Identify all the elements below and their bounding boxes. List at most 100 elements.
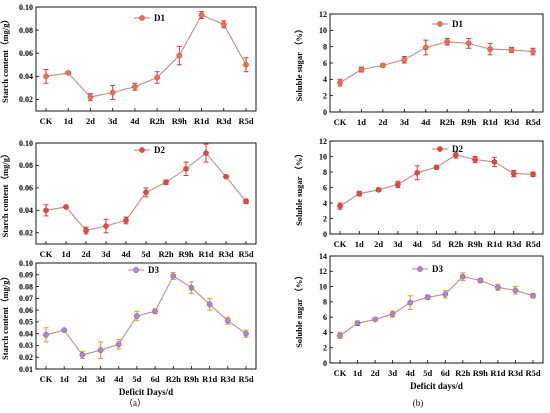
data-point xyxy=(176,52,183,59)
y-axis-label: Starch content（mg/g） xyxy=(0,150,10,238)
series-line xyxy=(45,14,247,98)
series-line xyxy=(339,275,534,336)
y-tick-label: 12 xyxy=(319,10,327,19)
data-point xyxy=(63,204,69,210)
y-tick-label: 0.10 xyxy=(19,139,33,148)
legend-marker xyxy=(437,146,443,152)
data-point xyxy=(433,164,440,171)
legend-label: D1 xyxy=(154,13,165,23)
x-tick-label: R5d xyxy=(525,117,540,127)
legend-marker xyxy=(417,266,423,272)
x-tick-label: 6d xyxy=(151,374,160,384)
y-tick-label: 4 xyxy=(323,75,327,84)
x-tick-label: 1d xyxy=(62,249,71,259)
x-tick-label: 3d xyxy=(108,116,117,126)
data-point xyxy=(510,170,517,177)
data-point xyxy=(188,284,195,291)
legend-marker xyxy=(139,15,145,21)
x-tick-label: 5d xyxy=(423,368,432,378)
x-tick-label: 2d xyxy=(378,117,387,127)
x-tick-label: 2d xyxy=(374,239,383,249)
data-point xyxy=(87,94,94,100)
data-point xyxy=(206,301,213,308)
x-tick-label: R2h xyxy=(455,368,470,378)
data-point xyxy=(134,313,140,319)
x-tick-label: CK xyxy=(334,368,347,378)
y-tick-label: 0.08 xyxy=(19,282,33,291)
y-tick-label: 0.10 xyxy=(19,259,33,268)
data-point xyxy=(442,291,449,298)
sublabel-right: (b) xyxy=(413,398,424,408)
y-axis-label: Soluble sugar （%） xyxy=(294,149,304,226)
data-point xyxy=(477,277,484,284)
data-point xyxy=(223,173,229,180)
x-tick-label: R2h xyxy=(150,116,165,126)
data-point xyxy=(472,156,478,163)
x-tick-label: R3d xyxy=(216,116,231,126)
y-tick-label: 4 xyxy=(323,199,327,208)
legend-label: D3 xyxy=(432,264,443,274)
y-axis-label: Soluble sugar （%） xyxy=(294,271,304,348)
y-tick-label: 12 xyxy=(319,267,327,276)
sublabel-left: （a） xyxy=(124,398,146,408)
y-tick-label: 0.02 xyxy=(19,353,33,362)
y-tick-label: 0.10 xyxy=(19,3,33,12)
data-point xyxy=(61,327,68,333)
y-tick-label: 8 xyxy=(323,42,327,51)
x-tick-label: R9h xyxy=(178,249,193,259)
y-tick-label: 8 xyxy=(323,168,327,177)
data-point xyxy=(372,316,378,323)
y-tick-label: 0.06 xyxy=(19,306,33,315)
x-tick-label: R2h xyxy=(158,249,173,259)
data-point xyxy=(459,273,466,280)
data-point xyxy=(115,341,122,348)
x-tick-label: 4d xyxy=(114,374,123,384)
y-axis-label: Starch content（mg/g） xyxy=(0,272,10,360)
y-tick-label: 4 xyxy=(323,328,327,337)
legend-label: D2 xyxy=(452,144,463,154)
y-tick-label: 0.09 xyxy=(19,271,33,280)
y-tick-label: 0.04 xyxy=(19,329,33,338)
x-tick-label: CK xyxy=(40,249,53,259)
plot-frame xyxy=(35,6,257,112)
x-tick-label: R1d xyxy=(202,374,217,384)
data-point xyxy=(163,179,169,186)
data-point xyxy=(109,89,116,96)
data-point xyxy=(243,61,249,68)
x-tick-label: R5d xyxy=(238,249,253,259)
x-tick-label: 2d xyxy=(371,368,380,378)
y-tick-label: 0.06 xyxy=(19,184,33,193)
legend-marker xyxy=(139,147,145,153)
legend-marker xyxy=(133,267,139,273)
x-tick-label: R1d xyxy=(198,249,213,259)
data-point xyxy=(243,198,249,205)
data-point xyxy=(337,203,343,209)
plot-frame xyxy=(329,140,544,235)
data-point xyxy=(103,223,109,229)
x-tick-label: 4d xyxy=(406,368,415,378)
y-tick-label: 0.06 xyxy=(19,49,33,58)
data-point xyxy=(414,169,421,176)
x-tick-label: R3d xyxy=(506,239,521,249)
chart-sugar-d2: 0 2 4 6 8 10 12 CK 1d 2d 3d 4d 5d R2h R9h R1d R3d R5d Solu… xyxy=(294,137,544,249)
y-tick-label: 0.08 xyxy=(19,26,33,35)
x-tick-label: 4d xyxy=(413,239,422,249)
data-point xyxy=(530,292,536,299)
data-point xyxy=(530,48,536,55)
legend: D2 xyxy=(432,144,463,154)
x-tick-label: 3d xyxy=(393,239,402,249)
data-point xyxy=(170,273,177,279)
x-tick-label: CK xyxy=(40,374,53,384)
y-tick-label: 0 xyxy=(323,230,327,239)
x-tick-label: 3d xyxy=(388,368,397,378)
data-point xyxy=(530,171,536,178)
series-line xyxy=(339,154,534,207)
y-tick-label: 6 xyxy=(323,59,327,68)
data-point xyxy=(422,44,429,51)
data-point xyxy=(487,46,493,52)
x-tick-label: CK xyxy=(334,239,347,249)
data-point xyxy=(243,330,249,337)
y-tick-label: 12 xyxy=(319,137,327,146)
data-point xyxy=(152,308,158,315)
